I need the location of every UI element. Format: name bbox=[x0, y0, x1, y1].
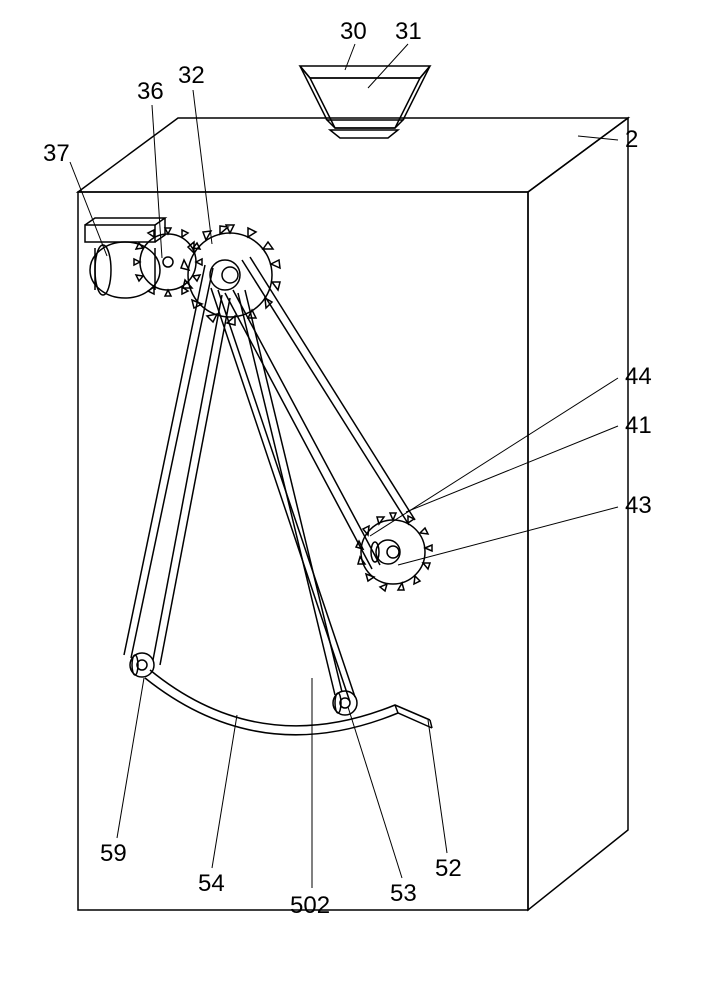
belt-left bbox=[124, 265, 230, 665]
label-52: 52 bbox=[435, 855, 462, 883]
label-31: 31 bbox=[395, 18, 422, 46]
small-gear bbox=[134, 228, 202, 296]
label-30: 30 bbox=[340, 18, 367, 46]
center-pulley bbox=[333, 691, 357, 715]
box-top bbox=[78, 118, 628, 192]
label-37: 37 bbox=[43, 140, 70, 168]
label-502: 502 bbox=[290, 892, 330, 920]
left-pulley bbox=[130, 653, 154, 677]
top-opening bbox=[330, 130, 398, 138]
right-gear bbox=[356, 513, 432, 591]
box-right bbox=[528, 118, 628, 910]
label-59: 59 bbox=[100, 840, 127, 868]
curved-piece bbox=[145, 670, 432, 735]
label-54: 54 bbox=[198, 870, 225, 898]
leader-lines bbox=[70, 44, 618, 888]
label-2: 2 bbox=[625, 126, 638, 154]
label-53: 53 bbox=[390, 880, 417, 908]
label-32: 32 bbox=[178, 62, 205, 90]
label-36: 36 bbox=[137, 78, 164, 106]
label-41: 41 bbox=[625, 412, 652, 440]
label-43: 43 bbox=[625, 492, 652, 520]
label-44: 44 bbox=[625, 363, 652, 391]
